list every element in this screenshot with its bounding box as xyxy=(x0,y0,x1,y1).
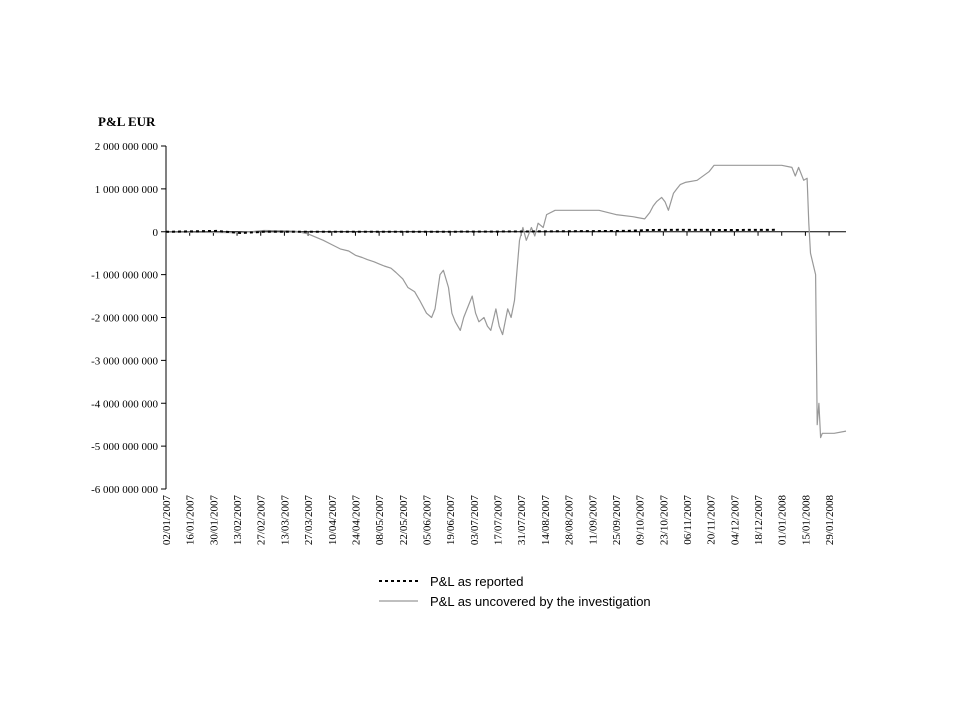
y-tick-label: 1 000 000 000 xyxy=(95,184,159,196)
x-tick-label: 03/07/2007 xyxy=(469,495,481,546)
x-tick-label: 11/09/2007 xyxy=(587,495,599,545)
x-tick-label: 18/12/2007 xyxy=(753,495,765,546)
legend-label: P&L as uncovered by the investigation xyxy=(430,594,651,609)
x-tick-label: 17/07/2007 xyxy=(493,495,505,546)
x-tick-label: 22/05/2007 xyxy=(398,495,410,546)
x-tick-label: 05/06/2007 xyxy=(421,495,433,546)
y-tick-label: -1 000 000 000 xyxy=(91,270,158,282)
x-tick-label: 04/12/2007 xyxy=(729,495,741,546)
x-tick-label: 10/04/2007 xyxy=(327,495,339,546)
x-tick-label: 16/01/2007 xyxy=(185,495,197,546)
x-tick-label: 23/10/2007 xyxy=(658,495,670,546)
y-tick-label: -6 000 000 000 xyxy=(91,484,158,496)
y-axis: 2 000 000 000 1 000 000 000 0 -1 000 000 00… xyxy=(91,141,167,496)
x-tick-label: 15/01/2008 xyxy=(800,495,812,546)
x-tick-label: 29/01/2008 xyxy=(824,495,836,546)
x-tick-label: 27/02/2007 xyxy=(256,495,268,546)
y-tick-label: -3 000 000 000 xyxy=(91,355,158,367)
y-tick-label: -4 000 000 000 xyxy=(91,398,158,410)
x-tick-label: 13/02/2007 xyxy=(232,495,244,546)
x-tick-label: 09/10/2007 xyxy=(635,495,647,546)
series-line-uncovered xyxy=(165,164,847,439)
x-tick-label: 30/01/2007 xyxy=(208,495,220,546)
y-tick-label: 0 xyxy=(153,227,159,239)
x-tick-label: 31/07/2007 xyxy=(516,495,528,546)
x-tick-label: 13/03/2007 xyxy=(279,495,291,546)
x-tick-label: 14/08/2007 xyxy=(540,495,552,546)
x-tick-label: 27/03/2007 xyxy=(303,495,315,546)
x-tick-label: 24/04/2007 xyxy=(350,495,362,546)
series-layer xyxy=(165,164,847,439)
y-tick-label: -5 000 000 000 xyxy=(91,441,158,453)
x-axis: 02/01/2007 16/01/2007 30/01/2007 13/02/2007… xyxy=(161,231,846,546)
y-tick-label: -2 000 000 000 xyxy=(91,313,158,325)
y-tick-label: 2 000 000 000 xyxy=(95,141,159,153)
legend: P&L as reported P&L as uncovered by the i… xyxy=(379,574,651,609)
x-tick-label: 01/01/2008 xyxy=(777,495,789,546)
x-tick-label: 08/05/2007 xyxy=(374,495,386,546)
x-tick-label: 25/09/2007 xyxy=(611,495,623,546)
y-axis-title: P&L EUR xyxy=(98,114,156,129)
x-tick-label: 20/11/2007 xyxy=(706,495,718,545)
x-tick-label: 28/08/2007 xyxy=(564,495,576,546)
x-tick-label: 19/06/2007 xyxy=(445,495,457,546)
x-tick-label: 06/11/2007 xyxy=(682,495,694,545)
x-tick-label: 02/01/2007 xyxy=(161,495,173,546)
legend-label: P&L as reported xyxy=(430,574,523,589)
